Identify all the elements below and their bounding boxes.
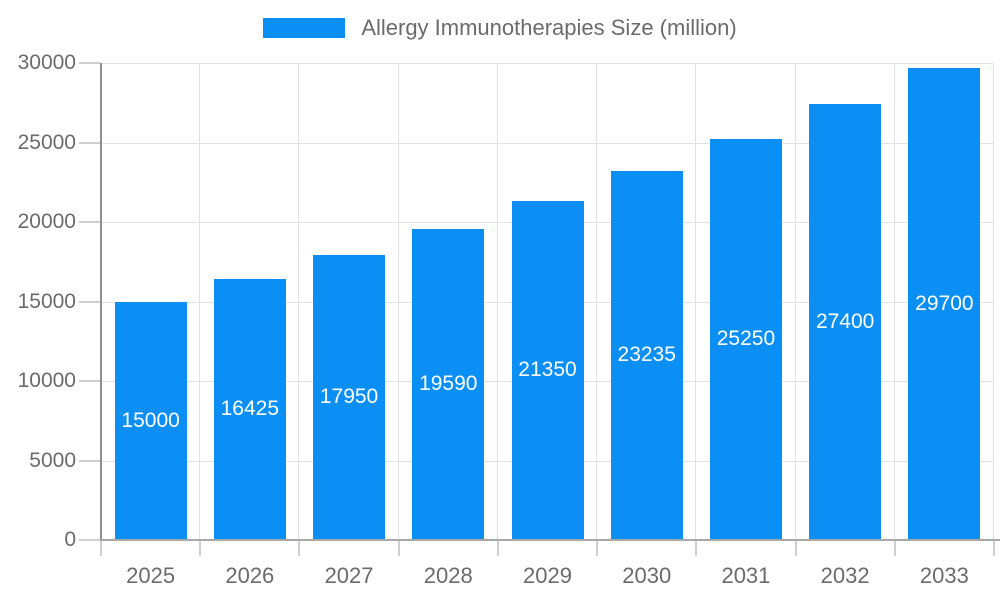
bar-value-label: 16425: [220, 397, 280, 421]
x-axis-tick: [695, 541, 698, 556]
y-axis-tick-label: 15000: [17, 289, 76, 313]
bar-value-label: 17950: [319, 385, 379, 409]
plot-area: 15000 16425 17950 19590 21350 23235 25250 27400…: [101, 63, 994, 540]
x-axis-tick-label: 2027: [324, 563, 374, 588]
y-axis-tick-label: 20000: [17, 210, 76, 233]
y-axis-tick: [79, 221, 100, 223]
bar-value-label: 19590: [419, 372, 478, 396]
y-axis-line: [100, 63, 102, 540]
bar-value-label: 15000: [121, 408, 180, 432]
y-axis-tick: [79, 539, 100, 541]
bar-2030[interactable]: [610, 170, 683, 540]
x-axis-tick-label: 2025: [126, 563, 176, 588]
y-axis-tick: [79, 380, 100, 382]
x-axis-tick: [100, 541, 102, 556]
x-axis-tick: [993, 541, 995, 556]
gridline-vertical: [199, 63, 201, 540]
x-axis-tick: [199, 541, 202, 556]
y-axis-tick: [79, 141, 100, 144]
x-axis-tick-label: 2031: [721, 563, 771, 588]
legend-item[interactable]: Allergy Immunotherapies Size (million): [263, 15, 737, 40]
y-axis-tick-label: 0: [64, 528, 76, 551]
bar-2027[interactable]: [313, 254, 386, 540]
x-axis-tick-label: 2026: [225, 563, 275, 588]
gridline-vertical: [596, 63, 598, 540]
x-axis-tick: [893, 541, 896, 556]
x-axis-tick: [496, 541, 499, 556]
y-axis-tick-label: 25000: [17, 130, 76, 154]
y-axis-tick-label: 5000: [29, 448, 76, 472]
x-axis-tick: [397, 541, 400, 556]
legend-label: Allergy Immunotherapies Size (million): [361, 15, 737, 40]
x-axis-tick-label: 2030: [622, 563, 672, 588]
gridline-horizontal: [101, 63, 994, 64]
y-axis-tick-label: 30000: [17, 51, 76, 74]
bar-2029[interactable]: [511, 200, 584, 540]
gridline-vertical: [893, 63, 895, 540]
y-axis-tick: [79, 300, 100, 303]
x-axis-tick-label: 2032: [820, 563, 870, 588]
x-axis-line: [100, 539, 1000, 541]
bar-value-label: 21350: [518, 358, 577, 382]
gridline-vertical: [298, 63, 300, 540]
x-axis-tick-label: 2029: [523, 563, 572, 588]
bar-2028[interactable]: [412, 228, 485, 540]
y-axis-tick-label: 10000: [17, 369, 76, 392]
gridline-vertical: [993, 63, 994, 540]
bar-2031[interactable]: [709, 138, 782, 540]
bar-2033[interactable]: [908, 67, 981, 540]
x-axis-tick: [298, 541, 301, 556]
y-axis-tick: [79, 62, 100, 64]
bar-2032[interactable]: [809, 104, 882, 540]
x-axis-tick-label: 2028: [423, 563, 473, 588]
legend: Allergy Immunotherapies Size (million): [0, 16, 1000, 40]
gridline-vertical: [695, 63, 697, 540]
x-axis-tick: [794, 541, 797, 556]
bar-value-label: 29700: [915, 291, 974, 315]
gridline-vertical: [397, 63, 399, 540]
bar-2026[interactable]: [213, 278, 286, 540]
gridline-vertical: [794, 63, 796, 540]
bar-value-label: 23235: [617, 343, 676, 367]
gridline-vertical: [496, 63, 498, 540]
y-axis-tick: [79, 459, 100, 462]
x-axis-tick-label: 2033: [919, 563, 969, 588]
bar-value-label: 25250: [716, 327, 776, 351]
x-axis-tick: [596, 541, 599, 556]
gridline-horizontal: [101, 142, 994, 144]
bar-2025[interactable]: [114, 301, 187, 540]
legend-swatch-icon: [263, 18, 346, 38]
bar-value-label: 27400: [815, 310, 875, 334]
